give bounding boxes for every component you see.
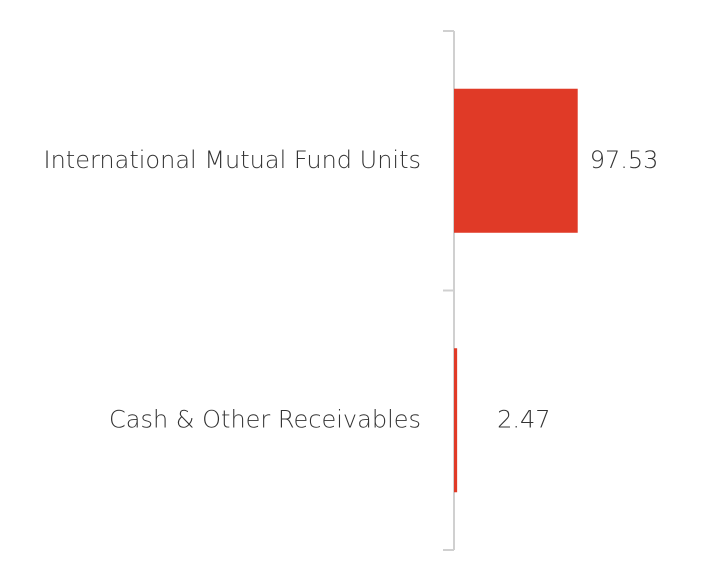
bar [454, 348, 458, 493]
value-label: 97.53 [590, 146, 659, 174]
category-label: Cash & Other Receivables [109, 405, 421, 433]
value-label: 2.47 [497, 405, 550, 433]
bar [454, 88, 578, 233]
category-label: International Mutual Fund Units [44, 146, 421, 174]
